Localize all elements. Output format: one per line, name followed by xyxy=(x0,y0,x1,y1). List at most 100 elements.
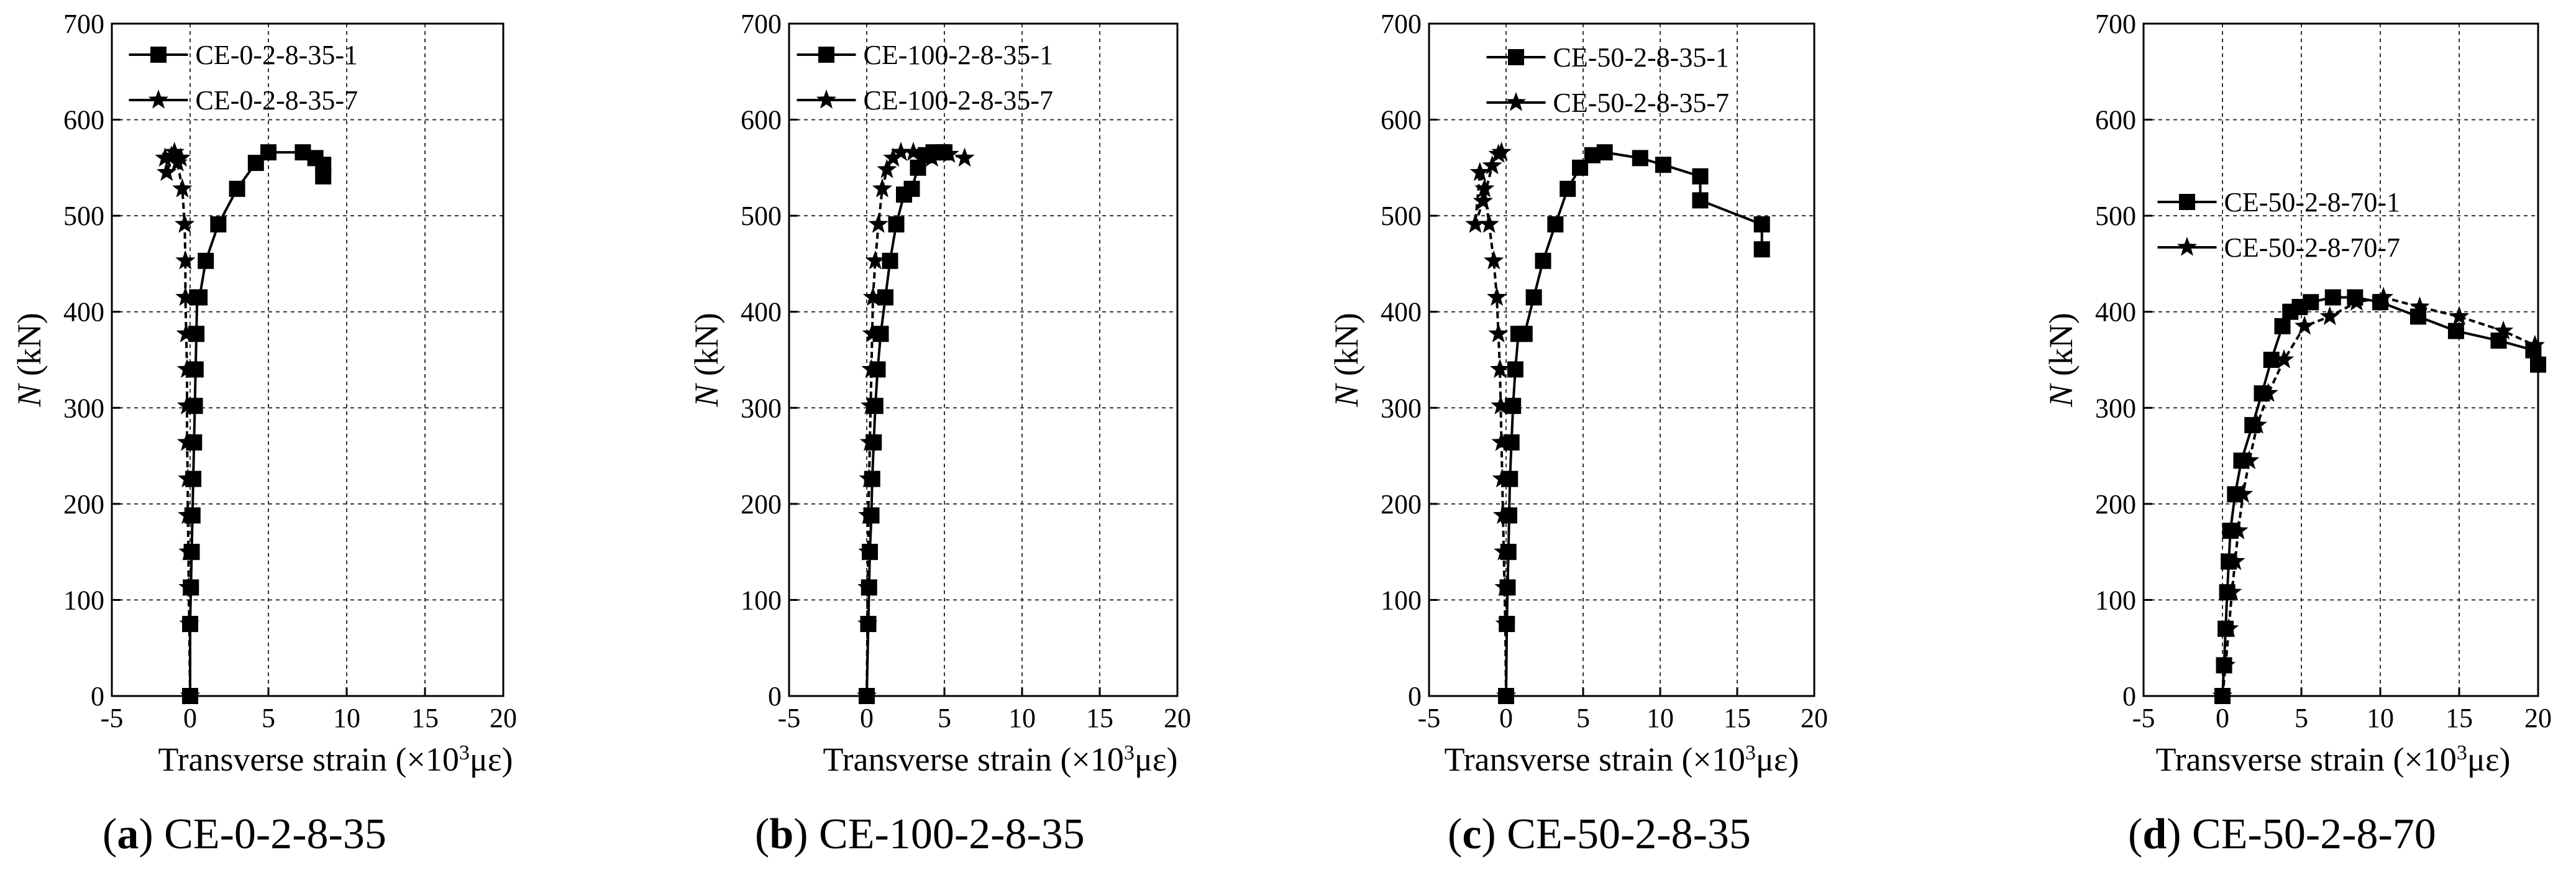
plot-frame xyxy=(788,22,1179,697)
chart-panel-c: -5 0 5 10 15 200100200300400500600700Transver… xyxy=(1328,9,1828,858)
data-point xyxy=(1692,168,1709,185)
data-point xyxy=(858,505,879,524)
legend-item: CE-50-2-8-70-7 xyxy=(2157,232,2400,263)
y-axis-label: N (kN) xyxy=(2042,313,2080,408)
data-point xyxy=(157,162,177,181)
y-tick-label: 700 xyxy=(1381,9,1422,39)
x-tick-label: -5 xyxy=(1418,703,1441,733)
data-point xyxy=(921,147,943,167)
x-axis-label: Transverse strain (×103με) xyxy=(2155,741,2510,778)
y-tick-label: 600 xyxy=(63,105,104,135)
data-point xyxy=(180,685,201,705)
legend-item: CE-0-2-8-35-1 xyxy=(129,40,358,70)
data-point xyxy=(903,180,920,197)
x-tick-label: 15 xyxy=(411,703,439,733)
plot-frame xyxy=(111,22,505,697)
data-point xyxy=(2212,685,2233,705)
data-point xyxy=(2449,306,2470,326)
data-point xyxy=(2258,383,2278,402)
x-tick-label: -5 xyxy=(2132,703,2155,733)
plot-frame xyxy=(1428,22,1816,697)
data-point xyxy=(1547,216,1564,233)
y-tick-label: 200 xyxy=(2095,489,2136,520)
y-axis-label: N (kN) xyxy=(1328,313,1365,408)
y-tick-label: 600 xyxy=(741,105,782,135)
data-point xyxy=(315,168,332,185)
y-tick-label: 100 xyxy=(2095,585,2136,615)
x-tick-label: -5 xyxy=(778,703,801,733)
data-point xyxy=(1753,216,1770,233)
data-point xyxy=(1465,214,1486,233)
legend-label: CE-0-2-8-35-7 xyxy=(196,85,359,116)
data-point xyxy=(856,685,877,705)
y-tick-label: 600 xyxy=(2095,105,2136,135)
chart-panel-a: -5 0 5 10 15 200100200300400500600700Transver… xyxy=(11,9,517,858)
data-point xyxy=(877,158,897,178)
x-tick-label: 10 xyxy=(2367,703,2394,733)
x-axis-label: Transverse strain (×103με) xyxy=(1444,741,1799,778)
legend-marker xyxy=(1505,92,1527,111)
data-point xyxy=(1753,241,1770,258)
y-tick-label: 400 xyxy=(1381,297,1422,327)
data-point xyxy=(178,505,198,524)
data-point xyxy=(172,178,193,198)
data-point xyxy=(2324,289,2341,306)
y-tick-label: 300 xyxy=(2095,393,2136,423)
data-point xyxy=(2219,618,2239,638)
y-tick-label: 0 xyxy=(2122,681,2136,712)
legend-item: CE-50-2-8-35-1 xyxy=(1486,42,1729,73)
y-axis-label: N (kN) xyxy=(688,313,725,408)
y-tick-label: 500 xyxy=(2095,201,2136,231)
series-line xyxy=(866,151,965,697)
series-CE-50-2-8-35-1 xyxy=(1498,144,1770,704)
data-point xyxy=(176,323,196,342)
data-point xyxy=(861,395,881,414)
data-point xyxy=(954,147,975,167)
legend-marker xyxy=(1508,49,1524,65)
y-tick-label: 100 xyxy=(741,585,782,615)
legend-marker xyxy=(2179,194,2195,210)
y-tick-label: 0 xyxy=(768,681,782,712)
data-point xyxy=(176,395,198,414)
legend-marker xyxy=(2176,237,2198,256)
data-point xyxy=(1484,250,1504,270)
data-point xyxy=(1496,685,1517,705)
legend-marker xyxy=(816,89,837,109)
data-point xyxy=(1482,155,1502,175)
x-tick-label: 20 xyxy=(1801,703,1828,733)
legend-label: CE-50-2-8-70-1 xyxy=(2224,187,2401,218)
data-point xyxy=(882,252,898,269)
data-point xyxy=(1495,613,1515,633)
data-point xyxy=(1596,144,1613,161)
data-point xyxy=(1494,541,1514,561)
data-point xyxy=(1491,431,1512,451)
data-point xyxy=(859,431,880,451)
y-tick-label: 200 xyxy=(741,489,782,520)
series-CE-100-2-8-35-7 xyxy=(856,142,975,705)
y-tick-label: 500 xyxy=(63,201,104,231)
data-point xyxy=(1473,191,1493,210)
y-tick-label: 300 xyxy=(741,393,782,423)
data-point xyxy=(2493,320,2514,340)
data-point xyxy=(861,359,882,378)
y-tick-label: 700 xyxy=(2095,9,2136,39)
data-point xyxy=(1479,214,1499,233)
data-point xyxy=(170,147,191,167)
series-CE-0-2-8-35-1 xyxy=(182,144,332,704)
y-tick-label: 200 xyxy=(63,489,104,520)
legend-label: CE-50-2-8-35-7 xyxy=(1553,88,1730,118)
data-point xyxy=(939,144,959,163)
data-point xyxy=(178,541,199,561)
data-point xyxy=(1492,505,1514,524)
y-axis-label: N (kN) xyxy=(11,313,48,408)
data-point xyxy=(178,468,198,488)
y-tick-label: 600 xyxy=(1381,105,1422,135)
x-tick-label: -5 xyxy=(101,703,124,733)
legend-item: CE-50-2-8-70-1 xyxy=(2157,187,2401,218)
y-tick-label: 500 xyxy=(741,201,782,231)
y-tick-label: 0 xyxy=(1408,681,1422,712)
series-line xyxy=(1474,151,1507,697)
data-point xyxy=(1487,286,1507,306)
data-point xyxy=(890,142,911,161)
